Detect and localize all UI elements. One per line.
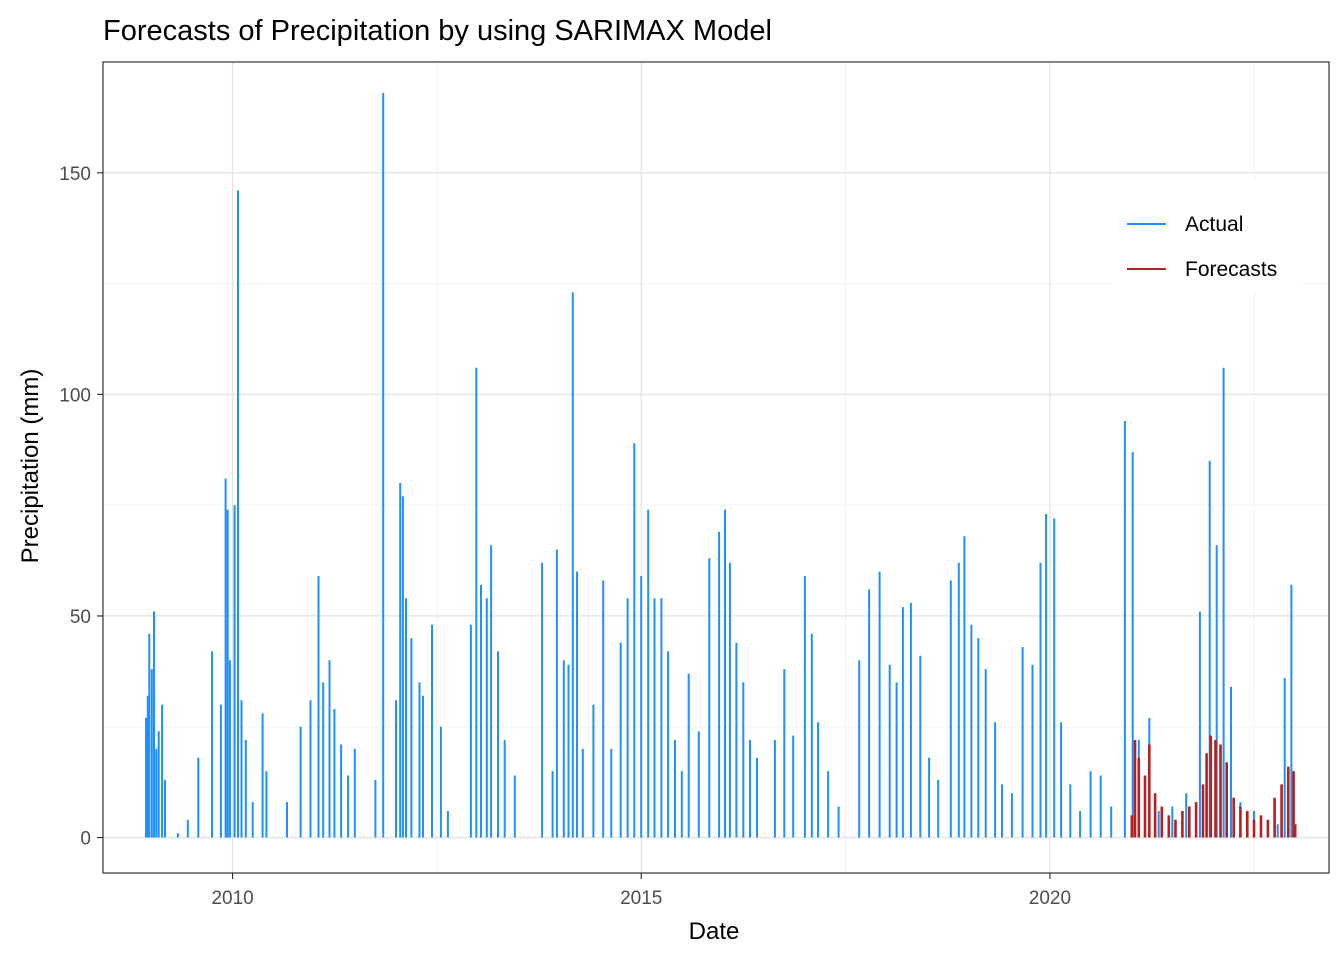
x-tick-label: 2015 xyxy=(620,888,662,909)
x-axis-title: Date xyxy=(689,918,740,945)
series-forecasts xyxy=(1130,735,1297,838)
legend-label-actual: Actual xyxy=(1185,213,1243,236)
y-tick-label: 100 xyxy=(59,385,91,406)
y-tick-label: 0 xyxy=(80,829,91,850)
grid-lines xyxy=(103,61,1329,873)
legend-label-forecasts: Forecasts xyxy=(1185,258,1277,281)
plot-panel-border xyxy=(102,61,1330,874)
y-axis: 0 50 100 150 xyxy=(59,164,103,850)
x-axis: 2010 2015 2020 xyxy=(211,873,1071,909)
chart-title: Forecasts of Precipitation by using SARI… xyxy=(103,15,772,47)
legend: Actual Forecasts xyxy=(1112,180,1302,292)
x-tick-label: 2010 xyxy=(211,888,253,909)
legend-background xyxy=(1112,180,1302,292)
y-axis-title: Precipitation (mm) xyxy=(17,369,44,564)
y-tick-label: 50 xyxy=(70,607,91,628)
series-lines xyxy=(145,93,1297,838)
y-tick-label: 150 xyxy=(59,164,91,185)
x-tick-label: 2020 xyxy=(1029,888,1071,909)
